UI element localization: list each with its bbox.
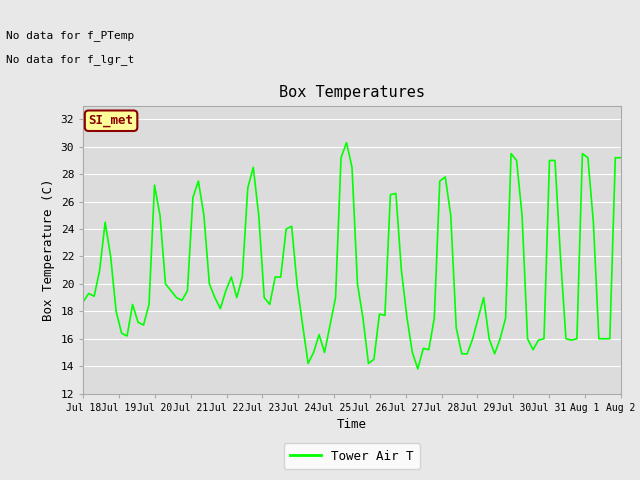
Text: No data for f_PTemp: No data for f_PTemp — [6, 30, 134, 41]
Title: Box Temperatures: Box Temperatures — [279, 85, 425, 100]
Text: No data for f_lgr_t: No data for f_lgr_t — [6, 54, 134, 65]
Text: SI_met: SI_met — [88, 114, 134, 127]
Legend: Tower Air T: Tower Air T — [284, 444, 420, 469]
X-axis label: Time: Time — [337, 418, 367, 431]
Y-axis label: Box Temperature (C): Box Temperature (C) — [42, 179, 55, 321]
